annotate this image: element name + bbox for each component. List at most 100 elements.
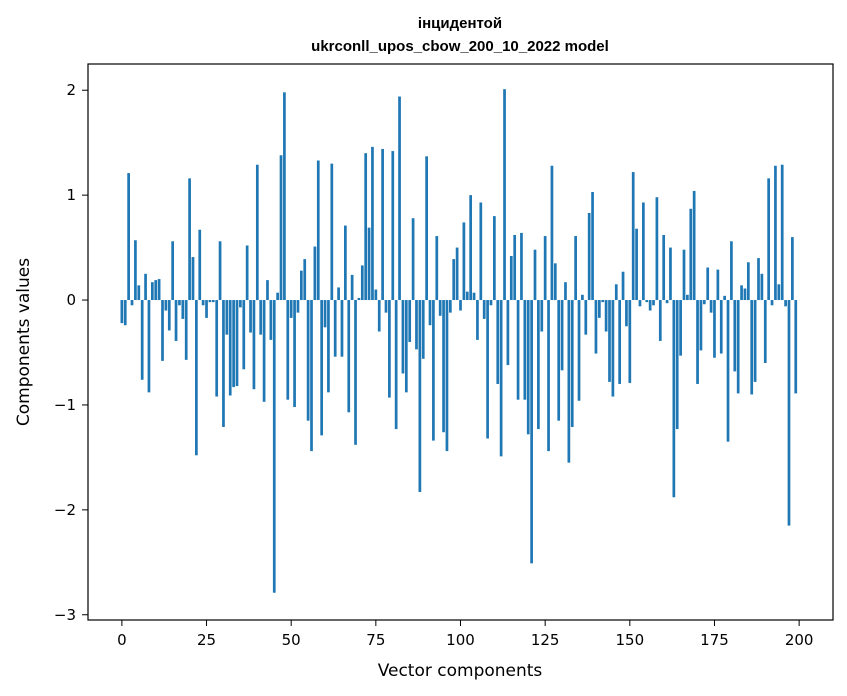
bar-component-172 (702, 300, 706, 305)
bar-component-64 (337, 287, 340, 301)
bar-component-108 (486, 300, 489, 439)
bar-component-163 (672, 300, 676, 498)
bar-component-197 (787, 300, 791, 526)
bar-component-73 (367, 227, 371, 301)
bar-component-157 (652, 300, 655, 306)
bar-component-77 (381, 148, 384, 301)
bar-component-174 (709, 300, 713, 313)
x-tick-label: 150 (615, 631, 644, 649)
bar-component-20 (188, 178, 191, 301)
bar-component-158 (655, 197, 659, 301)
bar-component-52 (296, 300, 300, 313)
bar-component-132 (567, 300, 571, 463)
bar-component-10 (154, 280, 158, 301)
bar-component-152 (635, 228, 638, 301)
bar-component-79 (388, 300, 391, 398)
bar-component-6 (140, 300, 144, 380)
bar-component-9 (150, 282, 154, 301)
bar-component-192 (770, 300, 774, 306)
y-tick-label: 2 (66, 81, 76, 99)
bar-component-171 (699, 300, 703, 351)
bar-component-67 (347, 300, 351, 413)
bar-component-57 (313, 246, 317, 301)
bar-component-98 (452, 259, 456, 301)
bar-component-140 (594, 300, 598, 354)
x-tick-label: 125 (531, 631, 560, 649)
bar-component-145 (611, 300, 615, 397)
y-tick-label: 1 (66, 186, 76, 204)
bar-component-153 (638, 300, 642, 307)
plot-frame (87, 63, 834, 621)
y-tick-label: 0 (66, 291, 76, 309)
bar-component-41 (259, 300, 263, 335)
bar-component-178 (723, 295, 726, 301)
bar-component-137 (584, 300, 588, 335)
bar-component-118 (520, 232, 523, 301)
bar-component-47 (279, 155, 283, 301)
bar-component-110 (493, 216, 496, 301)
bar-component-161 (665, 300, 669, 304)
bar-component-11 (157, 279, 161, 301)
bar-component-139 (591, 191, 594, 301)
y-axis-label: Components values (14, 258, 34, 426)
bar-component-39 (252, 300, 256, 390)
bar-component-72 (364, 153, 368, 301)
bar-component-54 (303, 259, 307, 301)
bar-component-148 (621, 271, 625, 301)
bar-component-13 (164, 300, 168, 311)
bar-component-84 (404, 300, 408, 393)
bar-component-180 (730, 241, 733, 301)
bar-component-151 (631, 172, 635, 301)
bar-component-74 (371, 146, 374, 301)
bar-component-120 (526, 300, 530, 435)
bar-component-53 (299, 270, 303, 301)
bar-component-169 (692, 190, 696, 301)
x-axis-ticks: 0 25 50 75 100 125 150 175 200 (117, 620, 813, 649)
bar-component-190 (763, 300, 767, 363)
bar-component-38 (249, 300, 252, 333)
y-tick-label: −2 (54, 501, 76, 519)
bar-component-175 (713, 300, 716, 358)
bar-component-117 (516, 300, 520, 400)
chart-subtitle: ukrconll_upos_cbow_200_10_2022 model (311, 38, 609, 55)
bar-component-95 (442, 300, 445, 433)
bar-component-115 (509, 255, 513, 301)
bar-component-59 (320, 300, 324, 436)
bar-component-65 (340, 300, 344, 357)
y-axis-ticks: −3 −2 −1 0 1 2 (54, 81, 88, 624)
y-tick-label: −1 (54, 396, 76, 414)
bar-component-182 (736, 300, 740, 394)
x-tick-label: 25 (197, 631, 216, 649)
bar-component-143 (604, 300, 608, 332)
bar-component-109 (489, 300, 493, 306)
bar-component-127 (550, 165, 554, 301)
bar-component-188 (757, 258, 760, 301)
bar-component-42 (262, 300, 266, 402)
bar-component-165 (679, 300, 682, 356)
bar-component-71 (360, 265, 364, 301)
bar-component-193 (774, 165, 777, 301)
bar-component-166 (682, 249, 686, 301)
bar-component-37 (245, 245, 249, 301)
bar-component-48 (283, 92, 286, 301)
bar-component-75 (374, 289, 378, 301)
bar-component-45 (272, 300, 276, 593)
bar-component-30 (222, 300, 225, 427)
bar-component-147 (618, 300, 622, 384)
x-tick-label: 50 (282, 631, 301, 649)
bar-component-21 (191, 257, 195, 301)
bar-component-35 (239, 300, 242, 308)
bar-component-80 (391, 151, 395, 301)
bar-component-91 (428, 300, 432, 326)
bars-group (120, 89, 798, 593)
bar-component-31 (225, 300, 229, 335)
bar-component-99 (455, 247, 459, 301)
bar-component-69 (354, 300, 357, 445)
bar-component-133 (570, 300, 574, 427)
bar-component-92 (432, 300, 435, 441)
bar-component-105 (476, 300, 479, 340)
bar-component-104 (472, 292, 476, 301)
bar-component-55 (306, 300, 310, 421)
bar-component-62 (330, 163, 334, 301)
bar-component-146 (614, 284, 618, 301)
